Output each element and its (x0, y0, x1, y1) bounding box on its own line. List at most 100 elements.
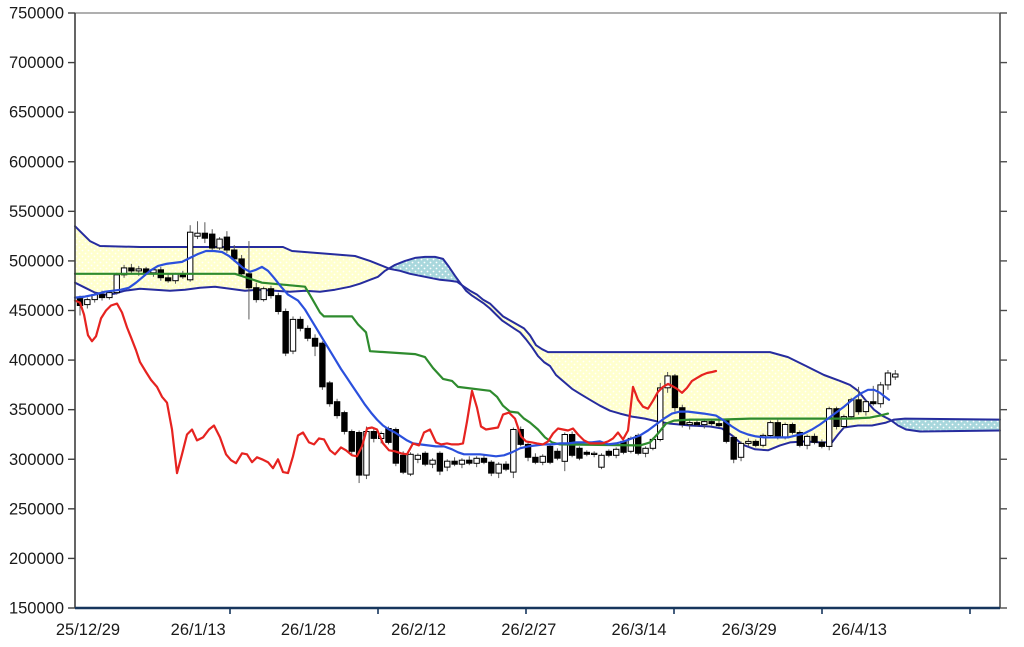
y-axis-label: 750000 (9, 5, 64, 23)
x-axis-label: 25/12/29 (56, 621, 120, 639)
candle (825, 406, 833, 451)
x-axis-labels: 25/12/29 26/1/13 26/1/28 26/2/12 26/2/27 26/3… (56, 608, 971, 639)
candle (789, 422, 796, 435)
candle (399, 451, 407, 475)
x-axis-label: 26/2/27 (501, 621, 556, 639)
y-axis-label: 650000 (9, 104, 64, 122)
candle (495, 462, 502, 479)
candle (451, 457, 458, 467)
candle (759, 433, 767, 448)
candle (796, 430, 804, 448)
candle (164, 273, 172, 283)
y-axis-label: 500000 (9, 252, 64, 270)
candle (253, 282, 260, 303)
candle (745, 438, 752, 447)
candle (488, 460, 495, 477)
candle (855, 386, 862, 415)
kijun-sen-line (73, 272, 890, 447)
candle (818, 439, 826, 449)
candle (612, 447, 620, 459)
kumo-bearish-area (389, 256, 462, 285)
candle (466, 456, 473, 466)
y-axis-label: 450000 (9, 302, 64, 320)
candle (752, 439, 759, 448)
candle (539, 454, 546, 466)
x-axis-label: 26/3/29 (722, 621, 777, 639)
candle (803, 434, 811, 450)
y-axis-label: 400000 (9, 352, 64, 370)
candle (840, 414, 848, 429)
y-axis-label: 350000 (9, 401, 64, 419)
candle (319, 341, 326, 390)
candlesticks (76, 221, 899, 484)
candle (884, 370, 892, 390)
candle (532, 453, 539, 465)
candle (502, 461, 510, 472)
candle (642, 446, 649, 458)
candle (333, 398, 341, 419)
tenkan-sen-line (73, 249, 891, 458)
candle (892, 370, 899, 380)
y-axis-label: 550000 (9, 203, 64, 221)
x-axis-label: 26/4/13 (832, 621, 887, 639)
candle (414, 453, 422, 464)
y-axis-label: 250000 (9, 500, 64, 518)
candle (715, 419, 723, 428)
candle (679, 404, 686, 428)
candle (605, 449, 613, 458)
candle (701, 419, 708, 429)
candle (561, 432, 568, 472)
candle (106, 291, 113, 300)
candle (671, 373, 679, 412)
candle (216, 237, 223, 251)
candle (297, 316, 304, 332)
x-axis-label: 26/3/14 (611, 621, 666, 639)
kumo-cloud (75, 226, 1000, 451)
kumo-bearish-area (891, 418, 1000, 432)
candle (84, 297, 91, 309)
candle (348, 429, 355, 455)
candle (304, 325, 311, 342)
candle (436, 451, 444, 476)
candle (686, 419, 693, 430)
y-axis-label: 600000 (9, 153, 64, 171)
x-axis-label: 26/1/13 (171, 621, 226, 639)
candle (341, 410, 348, 435)
candle (275, 292, 282, 315)
x-axis-label: 26/1/28 (281, 621, 336, 639)
candle (326, 380, 333, 407)
candle (862, 399, 870, 416)
candle (194, 221, 201, 240)
candle (223, 231, 231, 253)
candle (811, 433, 818, 445)
y-axis-label: 300000 (9, 451, 64, 469)
senkou-span-a-line (74, 225, 1001, 433)
candle (311, 334, 319, 357)
candle (473, 456, 480, 468)
candle (458, 458, 466, 469)
candle (737, 441, 745, 462)
candle (730, 435, 737, 464)
y-axis-label: 700000 (9, 54, 64, 72)
candle (407, 452, 414, 477)
candle (590, 451, 598, 458)
candle (370, 427, 378, 443)
candle (260, 286, 267, 302)
candle (546, 443, 554, 465)
y-axis-labels: 750000 700000 650000 600000 550000 500000 4500… (9, 5, 1007, 618)
kumo-bullish-area (75, 226, 390, 295)
y-axis-label: 150000 (9, 600, 64, 618)
candle (664, 371, 671, 393)
candle (480, 455, 488, 465)
candle (598, 453, 605, 470)
candle (267, 285, 275, 299)
candle (128, 263, 135, 273)
x-axis-label: 26/2/12 (391, 621, 446, 639)
chikou-span-line (73, 299, 718, 475)
senkou-span-b-line (74, 255, 1001, 452)
candle (245, 241, 253, 320)
candle (554, 448, 561, 461)
candle (201, 222, 209, 244)
candle (282, 308, 289, 357)
